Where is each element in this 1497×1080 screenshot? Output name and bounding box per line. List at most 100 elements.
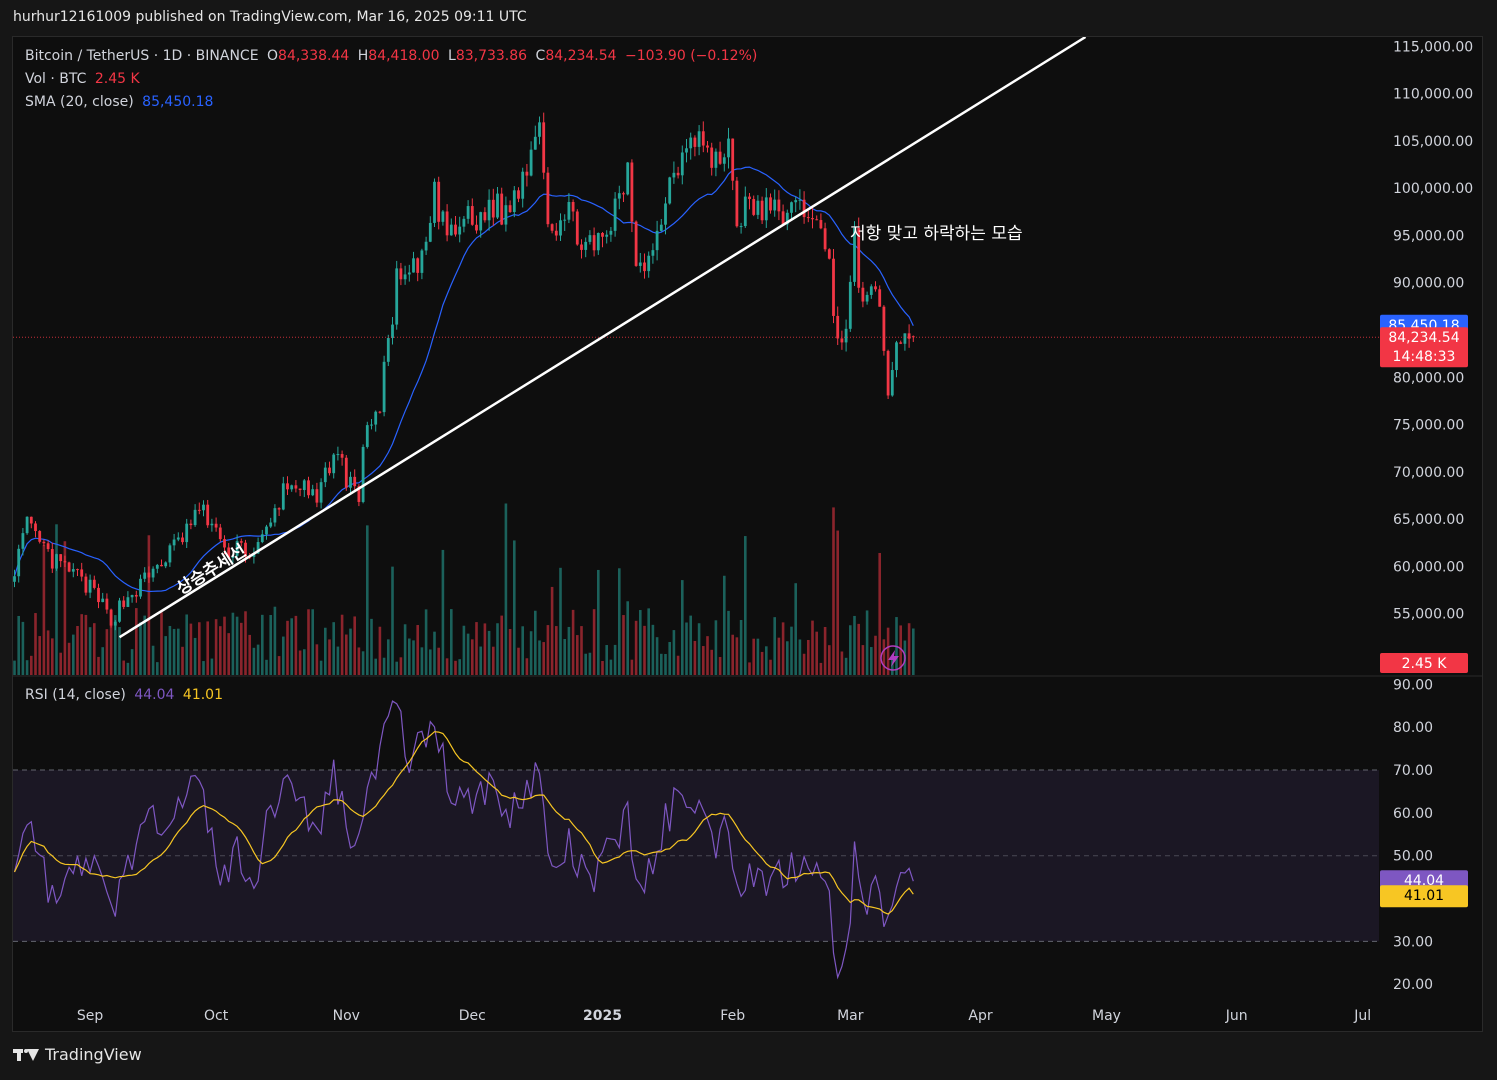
candle[interactable] — [626, 161, 630, 196]
candle[interactable] — [139, 574, 142, 599]
candle[interactable] — [592, 227, 596, 257]
volume-label[interactable]: Vol · BTC — [25, 71, 87, 87]
candle[interactable] — [273, 504, 277, 527]
candle[interactable] — [92, 575, 96, 590]
candle[interactable] — [584, 237, 588, 258]
candle[interactable] — [412, 251, 415, 273]
candle[interactable] — [596, 232, 600, 255]
candle[interactable] — [869, 284, 873, 299]
candle[interactable] — [454, 215, 457, 237]
candle[interactable] — [277, 507, 281, 517]
candle[interactable] — [424, 236, 428, 255]
candle[interactable] — [185, 518, 189, 549]
candle[interactable] — [638, 253, 642, 273]
candle[interactable] — [517, 187, 520, 203]
candle[interactable] — [71, 563, 75, 578]
candle[interactable] — [197, 502, 201, 515]
candle[interactable] — [735, 176, 739, 228]
candle[interactable] — [731, 138, 735, 191]
candle[interactable] — [147, 566, 151, 583]
candle[interactable] — [214, 517, 218, 532]
candle[interactable] — [399, 262, 403, 286]
candle[interactable] — [223, 535, 226, 555]
candle[interactable] — [542, 112, 546, 180]
candle[interactable] — [302, 479, 306, 498]
candle[interactable] — [269, 517, 273, 529]
candle[interactable] — [46, 540, 50, 552]
candle[interactable] — [903, 333, 907, 351]
candle[interactable] — [286, 476, 289, 495]
candle[interactable] — [202, 500, 205, 517]
candle[interactable] — [874, 281, 877, 292]
candle[interactable] — [580, 239, 583, 259]
candle[interactable] — [231, 553, 235, 564]
candle[interactable] — [122, 596, 126, 610]
candle[interactable] — [466, 200, 470, 224]
candle[interactable] — [113, 619, 117, 631]
candle[interactable] — [449, 218, 453, 236]
candle[interactable] — [475, 215, 478, 234]
candle[interactable] — [538, 116, 541, 145]
candle[interactable] — [756, 195, 760, 220]
candle[interactable] — [29, 516, 33, 529]
candle[interactable] — [647, 251, 651, 278]
candle[interactable] — [395, 260, 399, 330]
candle[interactable] — [206, 499, 210, 528]
candle[interactable] — [370, 419, 373, 430]
candle[interactable] — [500, 187, 504, 226]
candle[interactable] — [710, 142, 714, 176]
candle[interactable] — [840, 330, 844, 350]
candle[interactable] — [386, 334, 390, 367]
candle[interactable] — [882, 305, 886, 356]
candle[interactable] — [97, 583, 100, 609]
candle[interactable] — [643, 253, 646, 279]
candle[interactable] — [143, 567, 147, 583]
candle[interactable] — [109, 608, 113, 628]
price-axis[interactable]: 115,000.00 110,000.00 105,000.00 100,000.00… — [1393, 39, 1473, 669]
candle[interactable] — [311, 484, 315, 497]
candle[interactable] — [559, 213, 562, 242]
candle[interactable] — [13, 569, 16, 588]
candle[interactable] — [433, 178, 436, 227]
candle[interactable] — [861, 281, 865, 308]
candle[interactable] — [353, 469, 357, 492]
candle[interactable] — [172, 533, 176, 551]
chart-container[interactable]: 상승추세선 저항 맞고 하락하는 모습 115,000.00 110,000.00 10… — [12, 36, 1483, 1032]
candle[interactable] — [378, 410, 382, 414]
candle[interactable] — [689, 132, 693, 160]
time-axis[interactable]: Sep Oct Nov Dec 2025 Feb Mar Apr May Jun Jul — [77, 1008, 1371, 1024]
candle[interactable] — [25, 516, 29, 535]
candle[interactable] — [487, 189, 491, 231]
candle[interactable] — [416, 257, 420, 282]
candle[interactable] — [727, 127, 730, 169]
candle[interactable] — [613, 192, 617, 237]
candle[interactable] — [151, 566, 155, 582]
candle[interactable] — [365, 421, 369, 449]
candle[interactable] — [42, 539, 46, 547]
candle[interactable] — [794, 196, 798, 213]
candle[interactable] — [676, 166, 680, 179]
candle[interactable] — [76, 568, 79, 576]
candle[interactable] — [848, 275, 852, 332]
candle[interactable] — [764, 188, 768, 228]
candle[interactable] — [554, 222, 558, 241]
candle[interactable] — [790, 201, 793, 221]
candle[interactable] — [567, 193, 571, 224]
candle[interactable] — [651, 243, 655, 264]
candle[interactable] — [218, 523, 222, 542]
candle[interactable] — [34, 521, 37, 538]
candle[interactable] — [739, 222, 743, 234]
candle[interactable] — [659, 219, 663, 232]
candle[interactable] — [290, 484, 294, 492]
candle[interactable] — [718, 141, 722, 165]
candle[interactable] — [504, 196, 508, 232]
candle[interactable] — [155, 563, 159, 574]
candle[interactable] — [374, 410, 378, 432]
candle[interactable] — [441, 209, 445, 226]
symbol-title[interactable]: Bitcoin / TetherUS · 1D · BINANCE — [25, 48, 259, 64]
candle[interactable] — [63, 555, 67, 567]
candle[interactable] — [655, 220, 659, 261]
candle[interactable] — [344, 455, 348, 491]
candle[interactable] — [227, 543, 231, 560]
candle[interactable] — [101, 592, 105, 603]
